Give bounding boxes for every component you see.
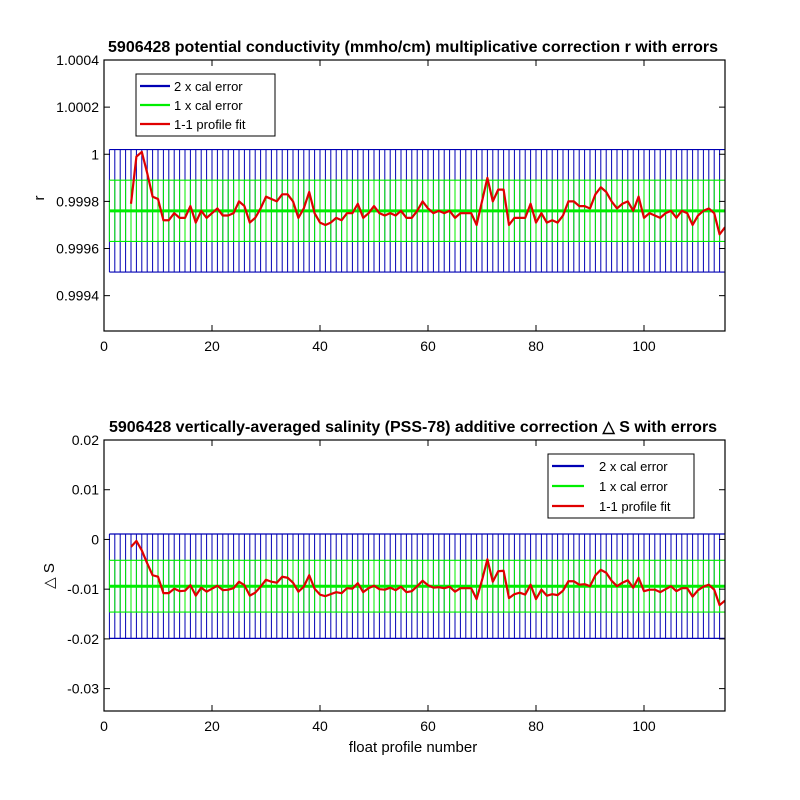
bottom-chart-ylabel: △ S <box>41 563 58 589</box>
top-chart-legend: 2 x cal error 1 x cal error 1-1 profile … <box>135 73 276 137</box>
x-tick-label: 20 <box>204 718 220 734</box>
bottom-legend-1x-label: 1 x cal error <box>599 479 668 494</box>
y-tick-label: 0 <box>91 531 99 547</box>
plot-area-1: 0 20 40 60 80 100 -0.03 -0.02 -0.01 0 0.01 0.02 <box>67 432 726 734</box>
y-tick-label: 0.9996 <box>56 241 99 257</box>
x-tick-label: 80 <box>528 338 544 354</box>
y-tick-label: 0.01 <box>72 482 99 498</box>
x-tick-label: 0 <box>100 338 108 354</box>
top-legend-1x-label: 1 x cal error <box>174 98 243 113</box>
bottom-legend-fit-label: 1-1 profile fit <box>599 499 671 514</box>
y-tick-label: 0.9998 <box>56 193 99 209</box>
top-chart-title: 5906428 potential conductivity (mmho/cm)… <box>108 39 718 56</box>
y-tick-label: 1.0004 <box>56 52 99 68</box>
x-tick-label: 0 <box>100 718 108 734</box>
axes-frame <box>103 439 726 712</box>
axes-frame <box>103 59 726 332</box>
y-tick-label: 0.9994 <box>56 288 99 304</box>
x-tick-label: 40 <box>312 338 328 354</box>
series-line-profile-fit <box>129 150 725 236</box>
top-chart-panel: 5906428 potential conductivity (mmho/cm)… <box>31 39 726 354</box>
bottom-legend-2x-label: 2 x cal error <box>599 459 668 474</box>
x-tick-label: 100 <box>632 718 656 734</box>
top-legend-fit-label: 1-1 profile fit <box>174 117 246 132</box>
x-tick-label: 20 <box>204 338 220 354</box>
x-tick-label: 80 <box>528 718 544 734</box>
y-tick-label: 1 <box>91 146 99 162</box>
y-tick-label: 1.0002 <box>56 99 99 115</box>
y-tick-label: -0.02 <box>67 631 99 647</box>
y-tick-label: -0.01 <box>67 581 99 597</box>
plot-marks-1 <box>108 533 725 640</box>
bottom-chart-legend: 2 x cal error 1 x cal error 1-1 profile … <box>547 453 695 519</box>
top-chart-ylabel: r <box>31 196 48 201</box>
plot-marks-0 <box>108 148 725 273</box>
y-tick-label: 0.02 <box>72 432 99 448</box>
x-tick-label: 40 <box>312 718 328 734</box>
series-line-profile-fit <box>130 539 725 607</box>
x-tick-label: 60 <box>420 338 436 354</box>
bottom-chart-xlabel: float profile number <box>349 739 477 756</box>
bottom-chart-title: 5906428 vertically-averaged salinity (PS… <box>109 419 717 436</box>
y-tick-label: -0.03 <box>67 681 99 697</box>
x-tick-label: 100 <box>632 338 656 354</box>
top-legend-2x-label: 2 x cal error <box>174 79 243 94</box>
top-legend-box <box>135 73 276 137</box>
plot-area-0: 0 20 40 60 80 100 0.9994 0.9996 0.9998 1 1.0002 1.0… <box>56 52 726 354</box>
x-tick-label: 60 <box>420 718 436 734</box>
bottom-chart-panel: 5906428 vertically-averaged salinity (PS… <box>41 419 726 756</box>
